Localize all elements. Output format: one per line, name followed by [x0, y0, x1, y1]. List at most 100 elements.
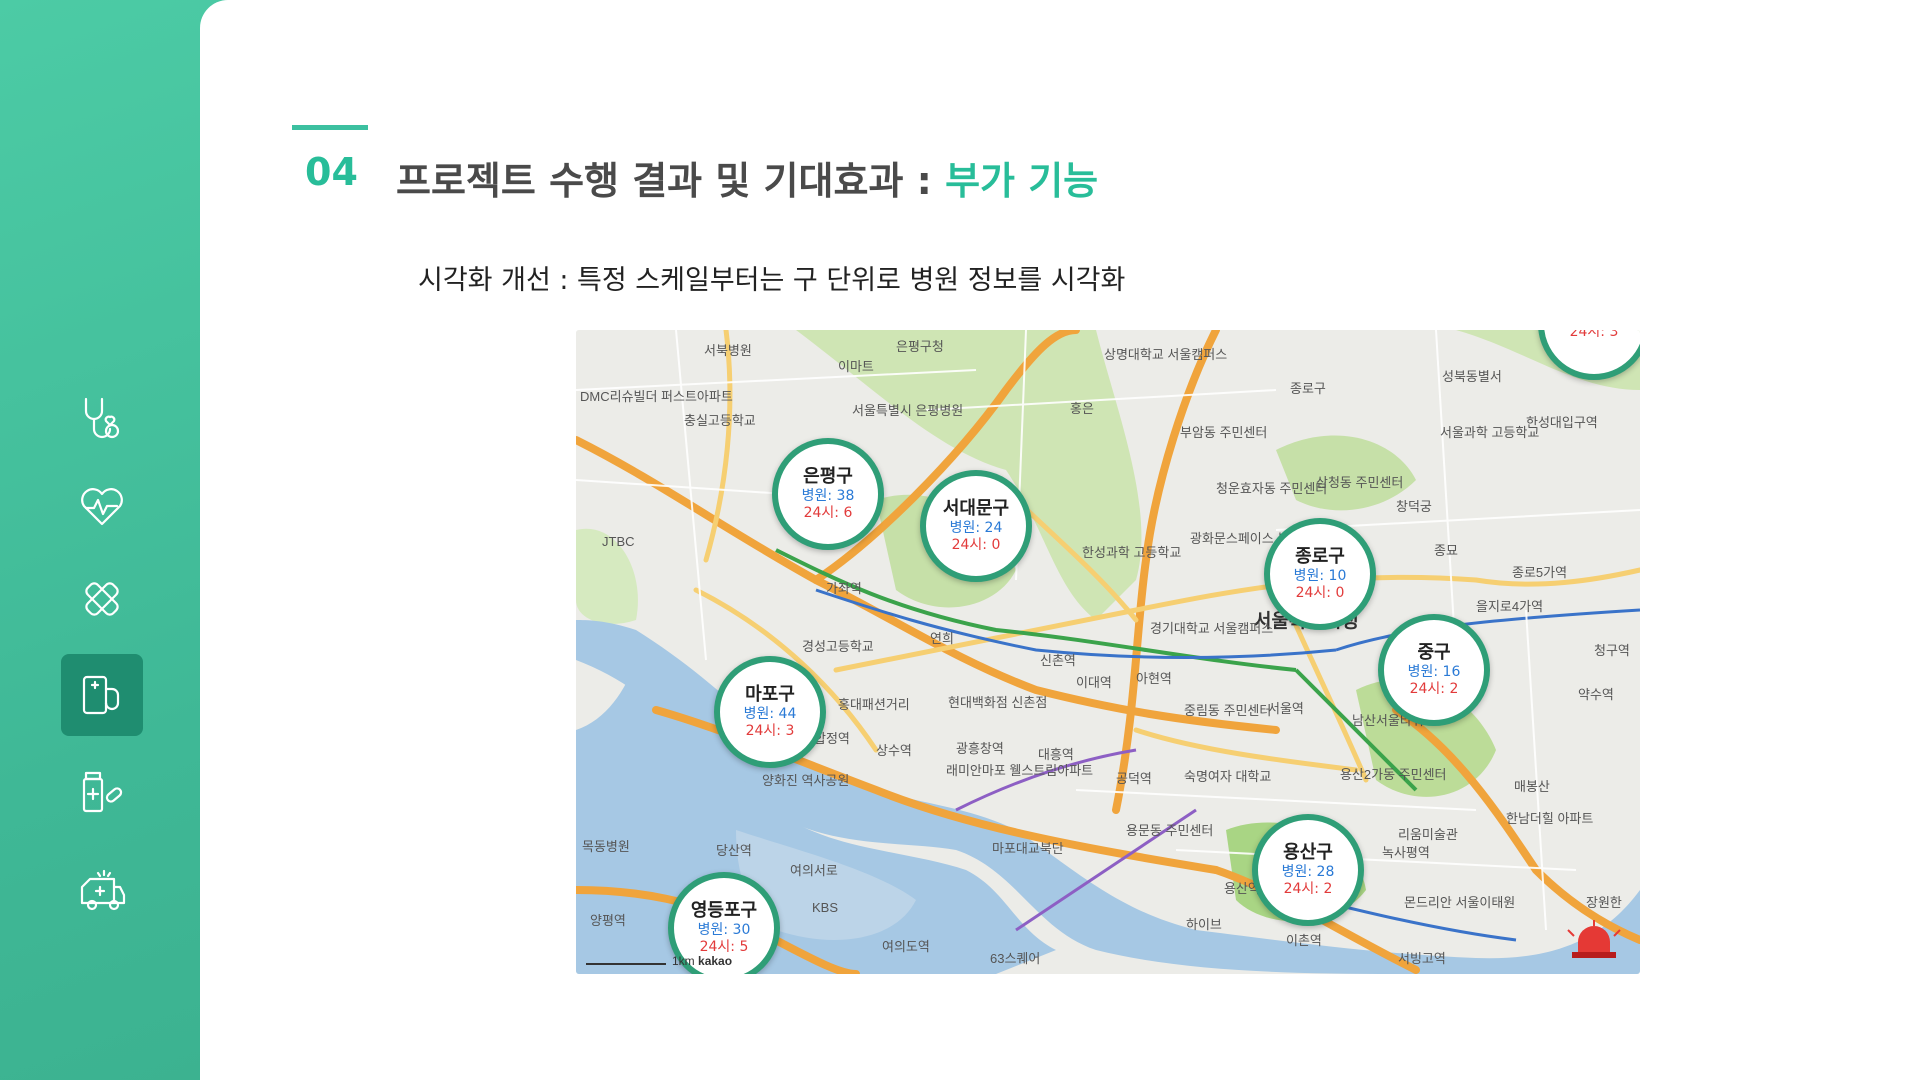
- district-24h-count: 24시: 3: [745, 723, 795, 739]
- map-label-ichon: 이촌역: [1286, 933, 1322, 948]
- bandage-icon[interactable]: [61, 558, 143, 640]
- map-provider: kakao: [698, 954, 733, 968]
- map-label-eunpyeong-hospital: 서울특별시 은평병원: [852, 403, 964, 418]
- district-marker-yeongdeungpo[interactable]: 영등포구 병원: 30 24시: 5: [668, 872, 780, 974]
- map-label-changdeok: 창덕궁: [1396, 499, 1432, 514]
- map-label-euljiro4: 을지로4가역: [1476, 599, 1544, 614]
- district-24h-count: 24시: 2: [1409, 681, 1459, 697]
- map-label-gwangheungchang: 광흥창역: [956, 741, 1004, 756]
- map-label-yanghwajin: 양화진 역사공원: [762, 773, 850, 788]
- map-label-gajwa: 가좌역: [826, 581, 862, 596]
- medical-tablet-icon[interactable]: [61, 654, 143, 736]
- district-hospital-count: 병원: 38: [801, 488, 855, 504]
- map-label-kbs: KBS: [812, 900, 839, 915]
- map-scale: 1km kakao: [586, 954, 732, 968]
- district-name: 영등포구: [690, 900, 758, 921]
- district-hospital-count: 병원: 24: [949, 520, 1003, 536]
- ambulance-icon[interactable]: [61, 850, 143, 932]
- map-label-yangpyeong: 양평역: [590, 913, 626, 928]
- district-24h-count: 24시: 6: [803, 505, 853, 521]
- content-panel: 04 프로젝트 수행 결과 및 기대효과 : 부가 기능 시각화 개선 : 특정…: [200, 0, 1920, 1080]
- district-name: 중구: [1417, 642, 1451, 663]
- map-label-hapjeong: 합정역: [814, 731, 850, 746]
- district-map[interactable]: 서울특별시청 은평구청 서북병원 이마트 서울특별시 은평병원 상명대학교 서울…: [576, 330, 1640, 974]
- map-label-jtbc: JTBC: [602, 534, 635, 549]
- map-label-hansung: 한성과학 고등학교: [1082, 545, 1182, 560]
- map-label-jungsil: 충실고등학교: [684, 413, 756, 428]
- district-marker-mapo[interactable]: 마포구 병원: 44 24시: 3: [714, 656, 826, 768]
- map-label-mondrian: 몬드리안 서울이태원: [1404, 895, 1516, 910]
- map-label-buam: 부암동 주민센터: [1180, 425, 1268, 440]
- page-title-main: 프로젝트 수행 결과 및 기대효과 :: [396, 159, 946, 203]
- page-title-accent: 부가 기능: [945, 159, 1099, 203]
- district-24h-count: 24시: 3: [1569, 330, 1619, 340]
- district-marker-jung[interactable]: 중구 병원: 16 24시: 2: [1378, 614, 1490, 726]
- map-label-hanseong-univ: 한성대입구역: [1526, 415, 1598, 430]
- district-hospital-count: 병원: 28: [1281, 864, 1335, 880]
- map-label-jangwon: 장원한: [1586, 895, 1622, 910]
- map-label-hannam: 한남더힐 아파트: [1506, 811, 1594, 826]
- map-label-gyeonggi: 경기대학교 서울캠퍼스: [1150, 621, 1274, 636]
- district-24h-count: 24시: 0: [1295, 585, 1345, 601]
- district-name: 종로구: [1295, 546, 1345, 567]
- district-hospital-count: 병원: 44: [743, 706, 797, 722]
- district-hospital-count: 병원: 30: [697, 922, 751, 938]
- map-label-sangsu: 상수역: [876, 743, 912, 758]
- map-label-seoul-science: 서울과학 고등학교: [1440, 425, 1540, 440]
- map-label-sangmyung: 상명대학교 서울캠퍼스: [1104, 347, 1228, 362]
- district-marker-eunpyeong[interactable]: 은평구 병원: 38 24시: 6: [772, 438, 884, 550]
- district-hospital-count: 병원: 10: [1293, 568, 1347, 584]
- map-label-hyundai: 현대백화점 신촌점: [948, 695, 1048, 710]
- district-name: 마포구: [745, 684, 795, 705]
- map-label-cheonggu: 청구역: [1594, 643, 1630, 658]
- section-number: 04: [305, 150, 358, 194]
- map-label-yeouido: 여의도역: [882, 939, 930, 954]
- map-label-raemian: 래미안마포 웰스트림아파트: [946, 763, 1094, 778]
- map-label-emart: 이마트: [838, 359, 874, 374]
- sidebar: [0, 0, 200, 1080]
- map-label-samcheong: 삼청동 주민센터: [1316, 475, 1404, 490]
- map-label-daeheung: 대흥역: [1038, 747, 1074, 762]
- stethoscope-heart-icon[interactable]: [61, 378, 143, 460]
- title-accent-bar: [292, 125, 368, 130]
- map-label-dangsan: 당산역: [716, 843, 752, 858]
- map-label-gyeongseong: 경성고등학교: [802, 639, 874, 654]
- map-label-seoul-station: 서울역: [1268, 701, 1304, 716]
- page-title: 프로젝트 수행 결과 및 기대효과 : 부가 기능: [396, 150, 1098, 205]
- map-label-jongno: 종로구: [1290, 381, 1326, 396]
- heartbeat-icon[interactable]: [61, 465, 143, 547]
- map-label-junglim: 중림동 주민센터: [1184, 703, 1272, 718]
- district-marker-jongno[interactable]: 종로구 병원: 10 24시: 0: [1264, 518, 1376, 630]
- map-label-yeonhui: 연희: [930, 631, 954, 646]
- map-label-cheongun: 청운효자동 주민센터: [1216, 481, 1328, 496]
- map-label-sookmyung: 숙명여자 대학교: [1184, 769, 1272, 784]
- district-24h-count: 24시: 0: [951, 537, 1001, 553]
- map-label-ahyeon: 아현역: [1136, 671, 1172, 686]
- map-label-jongno5: 종로5가역: [1512, 565, 1568, 580]
- map-label-dmc: DMC리슈빌더 퍼스트아파트: [580, 389, 733, 404]
- map-label-yeouiseoro: 여의서로: [790, 863, 838, 878]
- map-label-maebong: 매봉산: [1514, 779, 1550, 794]
- map-label-sinchon: 신촌역: [1040, 653, 1076, 668]
- district-name: 용산구: [1283, 842, 1333, 863]
- map-label-seobuk-hospital: 서북병원: [704, 343, 752, 358]
- district-name: 은평구: [803, 466, 853, 487]
- map-label-63: 63스퀘어: [990, 951, 1041, 966]
- map-label-ewha: 이대역: [1076, 675, 1112, 690]
- district-24h-count: 24시: 5: [699, 939, 749, 955]
- district-name: 서대문구: [942, 498, 1010, 519]
- district-marker-yongsan[interactable]: 용산구 병원: 28 24시: 2: [1252, 814, 1364, 926]
- medicine-bottle-icon[interactable]: [61, 752, 143, 834]
- page-subtitle: 시각화 개선 : 특정 스케일부터는 구 단위로 병원 정보를 시각화: [418, 265, 1126, 296]
- map-label-hongdae: 홍대패션거리: [838, 697, 910, 712]
- map-label-seongbuk: 성북동별서: [1442, 369, 1502, 384]
- map-label-mapo-bridge: 마포대교북단: [992, 841, 1064, 856]
- district-marker-seodaemun[interactable]: 서대문구 병원: 24 24시: 0: [920, 470, 1032, 582]
- district-hospital-count: 병원: 16: [1407, 664, 1461, 680]
- scale-bar: [586, 963, 666, 965]
- map-label-seobinggo: 서빙고역: [1398, 951, 1446, 966]
- map-label-noksapyeong: 녹사평역: [1382, 845, 1430, 860]
- map-label-jongmyo: 종묘: [1434, 543, 1458, 558]
- map-label-yaksu: 약수역: [1578, 687, 1614, 702]
- map-label-yongsan-station: 용산역: [1224, 881, 1260, 896]
